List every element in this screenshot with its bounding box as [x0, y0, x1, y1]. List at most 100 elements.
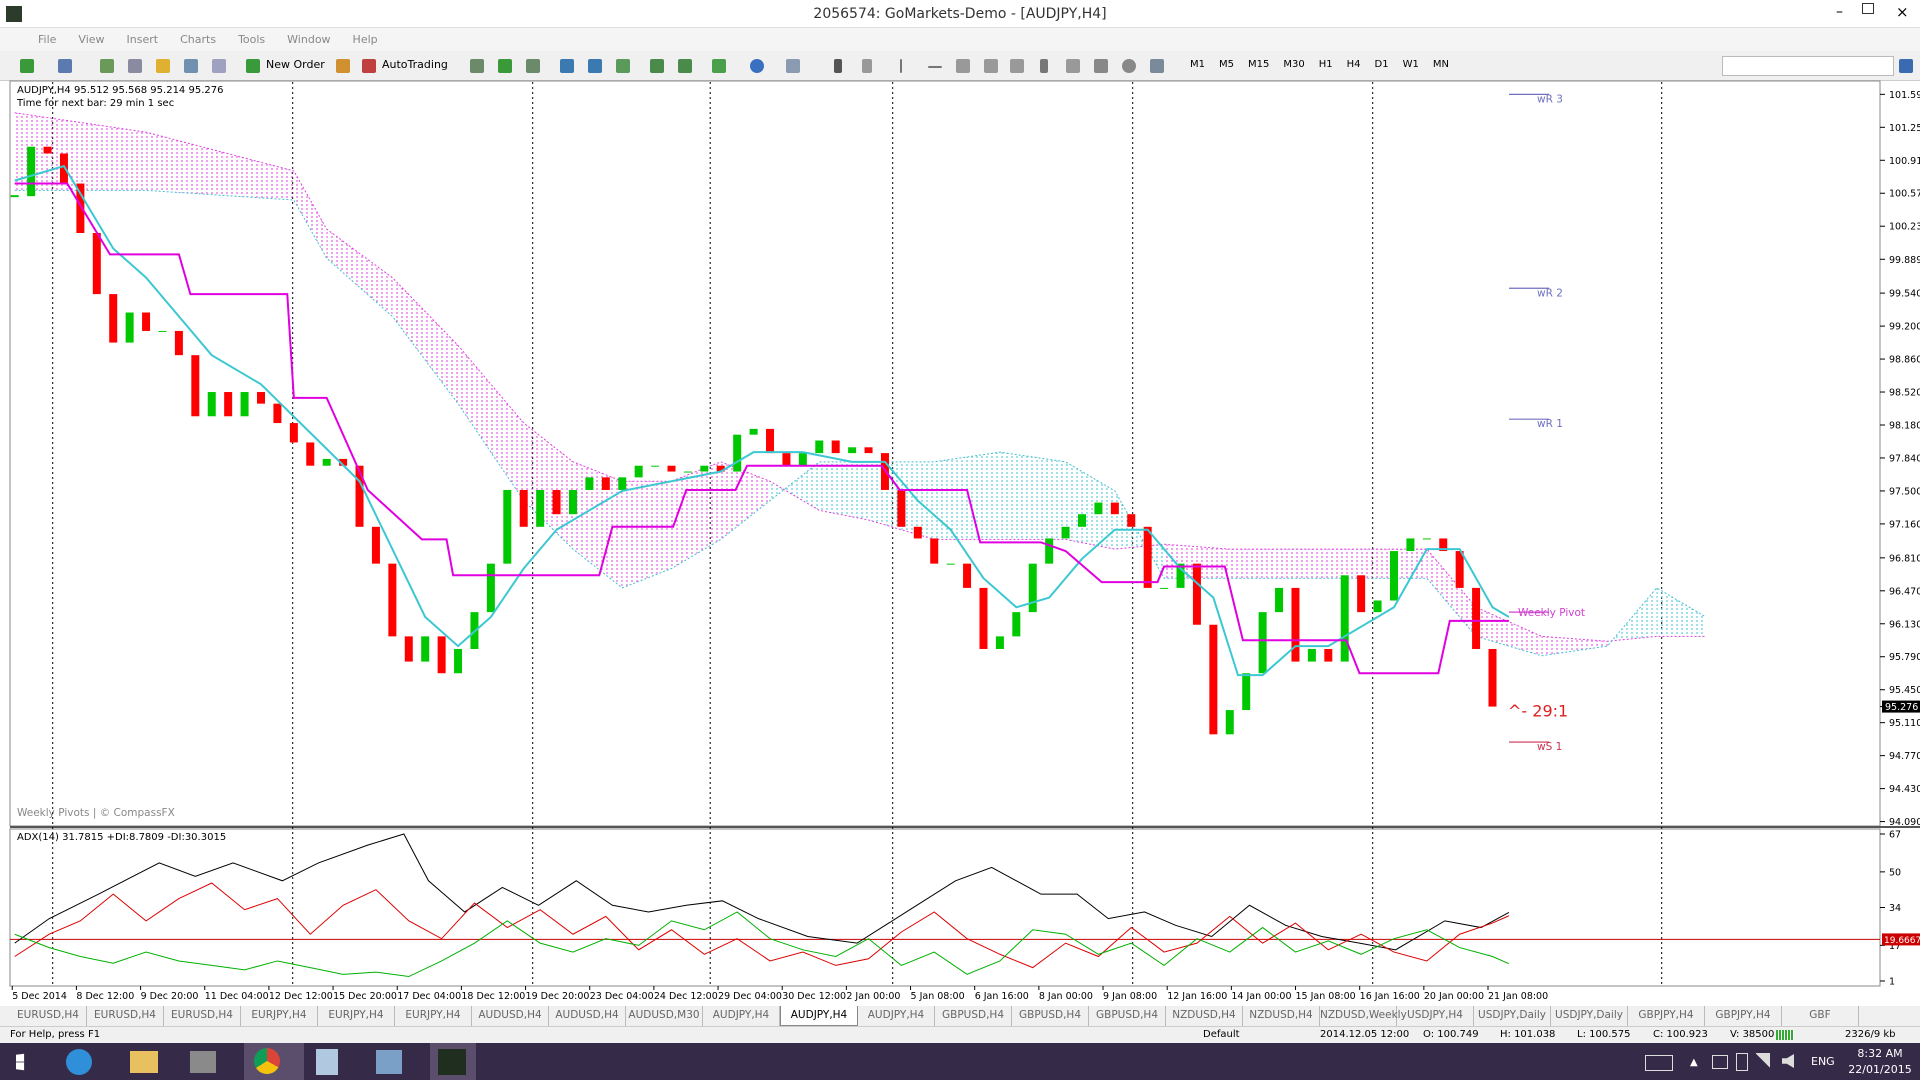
timeframe-button[interactable]: M30 — [1283, 59, 1305, 70]
mt4-icon[interactable] — [438, 1049, 466, 1075]
timeframe-button[interactable]: M5 — [1219, 59, 1234, 70]
fibo-button[interactable] — [1010, 59, 1024, 73]
terminal-button[interactable] — [184, 59, 198, 73]
timeframe-button[interactable]: MN — [1432, 59, 1449, 70]
timeframe-button[interactable]: D1 — [1374, 59, 1389, 70]
search-box[interactable] — [1722, 56, 1894, 76]
vertical-line-button[interactable] — [900, 59, 902, 73]
chart-tab[interactable]: NZDUSD,H4 — [1243, 1006, 1320, 1026]
explorer-icon[interactable] — [130, 1051, 158, 1073]
chart-tab[interactable]: AUDJPY,H4 — [858, 1006, 935, 1026]
chart-tab[interactable]: NZDUSD,H4 — [1166, 1006, 1243, 1026]
label-button[interactable] — [1066, 59, 1080, 73]
channel-button[interactable] — [984, 59, 998, 73]
maximize-button[interactable] — [1862, 3, 1874, 14]
new-chart-button[interactable] — [20, 59, 34, 73]
network-icon[interactable] — [1756, 1053, 1770, 1069]
trendline-button[interactable] — [956, 59, 970, 73]
navigator-button[interactable] — [128, 59, 142, 73]
minimize-button[interactable]: – — [1836, 4, 1843, 20]
tile-button[interactable] — [616, 59, 630, 73]
x-tick-label: 8 Dec 12:00 — [76, 991, 134, 1002]
chart-tab[interactable]: AUDJPY,H4 — [780, 1006, 858, 1026]
cursor-button[interactable] — [834, 59, 842, 73]
indicators-button[interactable] — [712, 59, 726, 73]
menu-item[interactable]: Charts — [180, 33, 217, 46]
tester-button[interactable] — [212, 59, 226, 73]
chart-tab[interactable]: USDJPY,H4 — [1397, 1006, 1474, 1026]
chart-tab[interactable]: GBPUSD,H4 — [935, 1006, 1012, 1026]
chart-tab[interactable]: GBPJPY,H4 — [1705, 1006, 1782, 1026]
ellipse-button[interactable] — [1122, 59, 1136, 73]
calculator-icon[interactable] — [316, 1049, 338, 1075]
menu-item[interactable]: Help — [352, 33, 378, 46]
chart-tab[interactable]: EURJPY,H4 — [318, 1006, 395, 1026]
chart-tab[interactable]: USDJPY,Daily — [1474, 1006, 1551, 1026]
ie-icon[interactable] — [66, 1049, 92, 1075]
chart-tab[interactable]: GBF — [1782, 1006, 1859, 1026]
chart-tab[interactable]: EURUSD,H4 — [10, 1006, 87, 1026]
periods-button[interactable] — [750, 59, 764, 73]
profiles-button[interactable] — [58, 59, 72, 73]
favorites-button[interactable] — [156, 59, 170, 73]
timeframe-button[interactable]: M15 — [1248, 59, 1270, 70]
chart-shift-button[interactable] — [678, 59, 692, 73]
rectangle-button[interactable] — [1094, 59, 1108, 73]
menu-item[interactable]: File — [38, 33, 57, 46]
menu-item[interactable]: Window — [287, 33, 331, 46]
language[interactable]: ENG — [1811, 1055, 1835, 1068]
chart-tab[interactable]: AUDUSD,H4 — [472, 1006, 549, 1026]
timeframe-button[interactable]: H4 — [1346, 59, 1361, 70]
zoom-in-button[interactable] — [560, 59, 574, 73]
volume-icon[interactable] — [1782, 1054, 1794, 1068]
chart-tab[interactable]: AUDUSD,M30 — [626, 1006, 703, 1026]
chrome-icon[interactable] — [254, 1048, 280, 1074]
tray-arrow[interactable]: ▲ — [1690, 1057, 1698, 1068]
chart-tab[interactable]: EURUSD,H4 — [164, 1006, 241, 1026]
horizontal-line-button[interactable] — [928, 66, 942, 68]
chart-tab[interactable]: EURJPY,H4 — [395, 1006, 472, 1026]
line-chart-button[interactable] — [526, 59, 540, 73]
chart-tab[interactable]: GBPJPY,H4 — [1628, 1006, 1705, 1026]
autotrading-button[interactable]: AutoTrading — [382, 58, 448, 71]
chart-tab[interactable]: NZDUSD,Weekly — [1320, 1006, 1407, 1026]
expert-icon[interactable] — [336, 59, 350, 73]
new-order-button[interactable]: New Order — [266, 58, 325, 71]
keyboard-icon[interactable] — [1645, 1055, 1673, 1071]
timeframe-button[interactable]: M1 — [1190, 59, 1205, 70]
chart-tab[interactable]: GBPUSD,H4 — [1089, 1006, 1166, 1026]
candle — [1422, 538, 1431, 540]
date[interactable]: 22/01/2015 — [1848, 1063, 1912, 1076]
timeframe-button[interactable]: H1 — [1318, 59, 1333, 70]
search-button[interactable] — [1899, 59, 1913, 73]
menu-item[interactable]: Insert — [126, 33, 159, 46]
chart-tab[interactable]: AUDUSD,H4 — [549, 1006, 626, 1026]
new-order-icon[interactable] — [246, 59, 260, 73]
arrows-button[interactable] — [1150, 59, 1164, 73]
chart-tab[interactable]: EURJPY,H4 — [241, 1006, 318, 1026]
start-button[interactable] — [16, 1053, 25, 1071]
close-button[interactable]: × — [1896, 3, 1909, 21]
templates-button[interactable] — [786, 59, 800, 73]
menu-item[interactable]: Tools — [238, 33, 266, 46]
text-button[interactable] — [1040, 59, 1048, 73]
candle-chart-button[interactable] — [498, 59, 512, 73]
tray-icon-1[interactable] — [1712, 1055, 1728, 1069]
chart-tab[interactable]: EURUSD,H4 — [87, 1006, 164, 1026]
app-icon-2[interactable] — [376, 1050, 402, 1074]
chart-tab[interactable]: GBPUSD,H4 — [1012, 1006, 1089, 1026]
autotrading-icon[interactable] — [362, 59, 376, 73]
bar-chart-button[interactable] — [470, 59, 484, 73]
tray-icon-2[interactable] — [1736, 1053, 1748, 1071]
market-watch-button[interactable] — [100, 59, 114, 73]
status-low: L: 100.575 — [1577, 1029, 1631, 1040]
chart-tab[interactable]: USDJPY,Daily — [1551, 1006, 1628, 1026]
timeframe-button[interactable]: W1 — [1402, 59, 1419, 70]
clock[interactable]: 8:32 AM — [1857, 1047, 1903, 1060]
crosshair-button[interactable] — [862, 59, 872, 73]
autoscroll-button[interactable] — [650, 59, 664, 73]
zoom-out-button[interactable] — [588, 59, 602, 73]
chart-tab[interactable]: AUDJPY,H4 — [703, 1006, 780, 1026]
menu-item[interactable]: View — [78, 33, 105, 46]
app-icon-1[interactable] — [190, 1051, 216, 1073]
